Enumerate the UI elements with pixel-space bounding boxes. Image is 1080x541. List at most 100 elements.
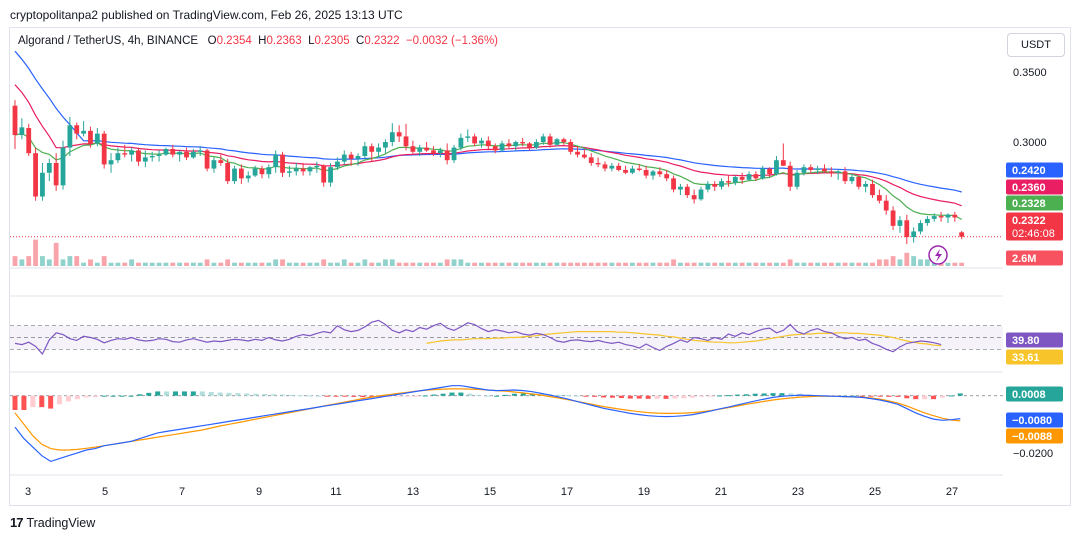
macd-histogram-bar	[699, 395, 705, 397]
macd-histogram-bar	[672, 395, 678, 399]
candle-up	[835, 171, 841, 173]
candle-down	[808, 167, 814, 170]
volume-bar	[575, 262, 580, 266]
volume-bar	[177, 262, 183, 266]
volume-bar	[437, 262, 443, 266]
volume-bar	[108, 262, 114, 266]
badge-macd-hist: 0.0008	[1012, 389, 1046, 401]
volume-bar	[348, 262, 354, 266]
macd-histogram-bar	[458, 392, 464, 396]
volume-bar	[581, 262, 587, 266]
macd-histogram-bar	[877, 395, 883, 397]
candle-down	[348, 154, 354, 159]
badge-macd-bg	[1006, 412, 1063, 428]
volume-bar	[609, 262, 615, 266]
candle-down	[753, 174, 759, 179]
macd-histogram-bar	[717, 395, 723, 397]
macd-histogram-bar	[725, 395, 731, 397]
volume-bar	[410, 262, 416, 266]
candle-down	[321, 165, 327, 183]
candle-down	[643, 169, 649, 176]
volume-bar	[890, 256, 896, 266]
grid-lines	[10, 267, 1003, 476]
macd-histogram-bar	[12, 395, 18, 410]
volume-bar	[623, 262, 628, 266]
brand-name: TradingView	[26, 515, 96, 530]
macd-histogram-bar	[173, 391, 179, 396]
volume-bar	[335, 262, 340, 266]
macd-histogram-bar	[57, 395, 63, 405]
badge-ema-slow-bg	[1006, 162, 1063, 178]
macd-histogram-bar	[654, 395, 660, 399]
volume-bar	[616, 262, 622, 266]
macd-histogram-bar	[583, 395, 589, 397]
volume-bar	[959, 262, 965, 266]
badge-ema-mid: 0.2360	[1012, 182, 1046, 194]
macd-histogram-bar	[431, 394, 437, 396]
candle-up	[513, 142, 519, 147]
candle-up	[81, 130, 86, 134]
tradingview-logo-icon: 17	[10, 515, 24, 530]
macd-histogram-bar	[913, 395, 919, 400]
tradingview-footer[interactable]: 17 TradingView	[10, 515, 95, 530]
candle-up	[479, 140, 484, 144]
volume-bar	[739, 262, 745, 266]
macd-histogram-bar	[592, 395, 598, 397]
symbol-title[interactable]: Algorand / TetherUS, 4h, BINANCE	[18, 35, 199, 47]
candle-up	[897, 220, 903, 226]
volume-bar	[396, 262, 402, 266]
lightning-icon	[928, 245, 948, 265]
volume-bar	[431, 262, 436, 266]
badge-rsi-ma: 33.61	[1012, 352, 1040, 364]
volume-bar	[876, 259, 882, 266]
candle-down	[623, 169, 628, 173]
macd-histogram-bar	[262, 394, 268, 396]
macd-histogram-bar	[110, 395, 116, 397]
candle-up	[108, 160, 114, 165]
candle-up	[451, 147, 457, 161]
moving-averages	[10, 50, 1003, 238]
candle-up	[945, 214, 951, 218]
badge-macd-signal: −0.0088	[1012, 431, 1052, 443]
volume-bar	[355, 262, 361, 266]
volume-bar	[472, 262, 478, 266]
x-tick: 21	[715, 486, 727, 498]
volume-bar	[801, 262, 807, 266]
x-tick: 5	[102, 486, 108, 498]
volume-bar	[883, 259, 889, 266]
volume-bar	[389, 259, 395, 266]
candle-up	[355, 155, 361, 159]
volume-bar	[808, 262, 814, 266]
currency-button[interactable]: USDT	[1007, 33, 1065, 57]
candle-up	[287, 171, 292, 173]
candle-up	[760, 168, 766, 179]
macd-histogram-bar	[904, 395, 910, 399]
macd-histogram-bar	[761, 393, 767, 396]
macd-histogram-bar	[485, 395, 491, 397]
volume-bar	[815, 262, 821, 266]
change-value: −0.0032 (−1.36%)	[405, 35, 499, 47]
volume-bar	[232, 262, 237, 266]
macd-histogram-bar	[895, 395, 901, 397]
macd-histogram-bar	[30, 395, 36, 408]
macd-histogram-bar	[467, 393, 473, 396]
candle-up	[328, 167, 333, 183]
candle-down	[122, 153, 128, 155]
macd-histogram-bar	[146, 392, 152, 396]
candle-down	[684, 186, 690, 196]
macd-histogram-bar	[610, 395, 616, 398]
volume-bar	[184, 262, 189, 266]
high-value: 0.2363	[266, 35, 302, 47]
macd-histogram-bar	[627, 395, 633, 399]
macd-histogram-bar	[378, 395, 384, 398]
macd-histogram-bar	[779, 393, 785, 396]
candle-up	[554, 139, 560, 145]
chart-frame	[9, 27, 1071, 506]
macd-histogram-bar	[190, 391, 196, 396]
candle-up	[156, 154, 162, 156]
badge-last-price-bg	[1006, 212, 1063, 241]
macd-histogram-bar	[734, 394, 740, 396]
candle-down	[588, 157, 594, 163]
candle-up	[293, 168, 299, 172]
